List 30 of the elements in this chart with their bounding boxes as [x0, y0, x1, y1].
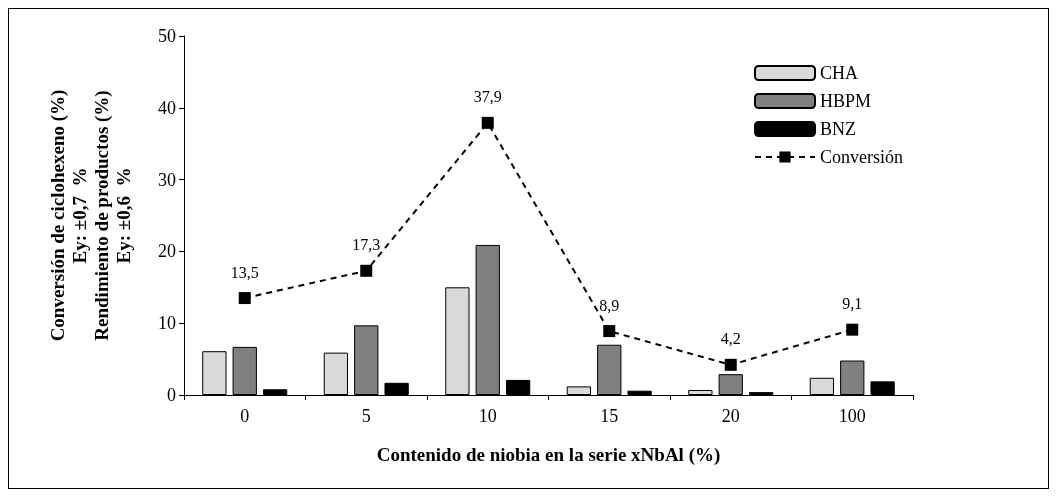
y-tick-label: 30 [158, 169, 176, 190]
y-tick-label: 0 [167, 385, 176, 405]
point [481, 116, 494, 129]
y-tick-label: 40 [158, 97, 176, 118]
x-tick-label: 15 [600, 406, 619, 426]
data-label: 13,5 [230, 263, 259, 281]
point [724, 358, 737, 371]
data-label: 9,1 [842, 295, 863, 313]
point [603, 325, 616, 338]
y-axis-title: Conversión de ciclohexeno (%) Ey: ±0,7 % Rendimiento de productos (%) Ey: ±0,6 % [46, 89, 134, 342]
y-tick-label: 50 [158, 26, 176, 46]
x-tick-label: 0 [240, 406, 250, 426]
x-tick-label: 100 [838, 406, 866, 426]
y-tick-label: 10 [158, 313, 176, 334]
x-tick-label: 10 [478, 406, 497, 426]
point [360, 264, 373, 277]
point [238, 292, 251, 305]
y-tick-label: 20 [158, 241, 176, 262]
legend-label: BNZ [820, 119, 857, 139]
data-label: 17,3 [352, 236, 381, 254]
point [846, 323, 859, 336]
x-tick-label: 5 [361, 406, 371, 426]
data-label: 37,9 [473, 88, 502, 106]
x-axis-title: Contenido de niobia en la serie xNbAl (%) [376, 444, 721, 466]
legend-label: HBPM [820, 91, 872, 111]
data-label: 4,2 [720, 330, 741, 348]
legend-label: CHA [820, 63, 859, 83]
data-label: 8,9 [599, 296, 620, 314]
legend-label: Conversión [820, 147, 903, 167]
x-tick-label: 20 [721, 406, 740, 426]
